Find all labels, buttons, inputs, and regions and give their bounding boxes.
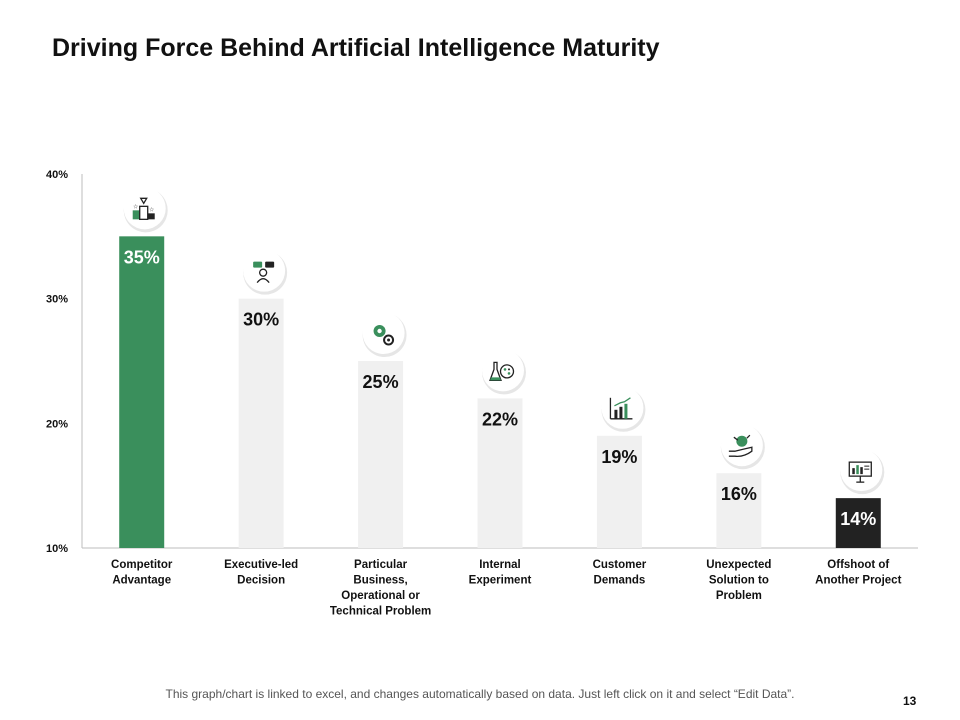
data-label: 25% — [363, 372, 399, 392]
category-label: Unexpected Solution to Problem — [706, 559, 771, 602]
category-label-line: Operational or — [341, 590, 420, 602]
category-label: Competitor Advantage — [111, 559, 173, 587]
category-label-line: Unexpected — [706, 559, 771, 571]
page-title: Driving Force Behind Artificial Intellig… — [52, 34, 660, 62]
category-label: Customer Demands — [593, 559, 647, 587]
executive-chat-icon — [243, 249, 288, 295]
category-label-line: Solution to — [709, 575, 769, 587]
category-label: Internal Experiment — [469, 559, 532, 587]
lab-flask-icon — [482, 349, 526, 395]
page-number: 13 — [903, 694, 917, 708]
category-label-line: Business, — [353, 575, 407, 587]
y-tick-label: 40% — [46, 169, 68, 181]
category-label: Particular Business, Operational or Technic… — [330, 559, 431, 618]
category-label-line: Executive-led — [224, 559, 298, 571]
category-label-line: Problem — [716, 590, 762, 602]
category-label-line: Competitor — [111, 559, 173, 571]
category-label-line: Customer — [593, 559, 647, 571]
svg-text:☆: ☆ — [149, 206, 154, 213]
bar[interactable] — [119, 236, 165, 549]
bar[interactable] — [477, 398, 523, 548]
bar[interactable] — [358, 361, 404, 548]
bar-layer — [119, 236, 881, 549]
hand-idea-icon — [720, 424, 765, 470]
bar[interactable] — [596, 435, 642, 548]
data-label: 19% — [601, 447, 637, 467]
category-label: Executive-led Decision — [224, 559, 298, 587]
category-label: Offshoot of Another Project — [815, 559, 901, 587]
data-label: 22% — [482, 409, 518, 429]
growth-chart-icon — [601, 386, 646, 432]
label-layer: 35%☆ ☆Competitor Advantage30%Executive-led… — [111, 187, 902, 618]
data-label: 30% — [243, 310, 279, 330]
category-label-line: Advantage — [112, 575, 171, 587]
category-label-line: Offshoot of — [827, 559, 889, 571]
category-label-line: Particular — [354, 559, 408, 571]
category-label-line: Experiment — [469, 575, 532, 587]
y-tick-label: 10% — [46, 543, 68, 555]
data-label: 16% — [721, 484, 757, 504]
presentation-board-icon — [840, 449, 885, 495]
bar[interactable] — [716, 473, 762, 548]
y-tick-label: 20% — [46, 418, 68, 430]
podium-trophy-icon: ☆ ☆ — [123, 187, 168, 233]
category-label-line: Another Project — [815, 575, 901, 587]
category-label-line: Decision — [237, 575, 285, 587]
gears-icon — [362, 312, 407, 357]
y-tick-label: 30% — [46, 294, 68, 306]
category-label-line: Demands — [594, 575, 646, 587]
category-label-line: Technical Problem — [330, 606, 431, 618]
bar[interactable] — [835, 498, 881, 548]
data-label: 35% — [124, 247, 160, 267]
category-label-line: Internal — [479, 559, 521, 571]
footnote: This graph/chart is linked to excel, and… — [165, 687, 795, 701]
data-label: 14% — [840, 509, 876, 529]
svg-text:☆: ☆ — [133, 203, 138, 210]
bar[interactable] — [238, 298, 284, 548]
